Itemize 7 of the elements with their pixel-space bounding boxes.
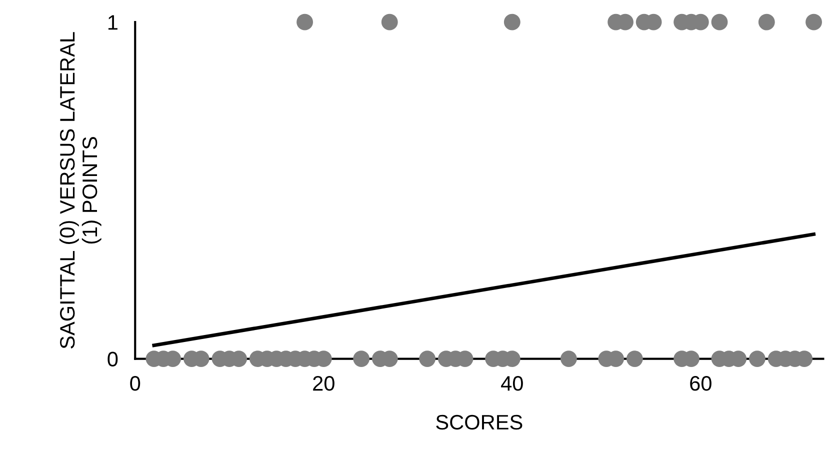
x-tick-label: 0 <box>130 376 140 391</box>
x-axis-title: SCORES <box>436 414 522 430</box>
x-tick-label: 40 <box>501 376 523 391</box>
y-tick-label: 1 <box>108 15 118 30</box>
y-axis-title: SAGITTAL (0) VERSUS LATERAL (1) POINTS <box>59 32 102 348</box>
x-tick-label: 20 <box>313 376 334 391</box>
x-tick-label: 60 <box>690 376 712 391</box>
